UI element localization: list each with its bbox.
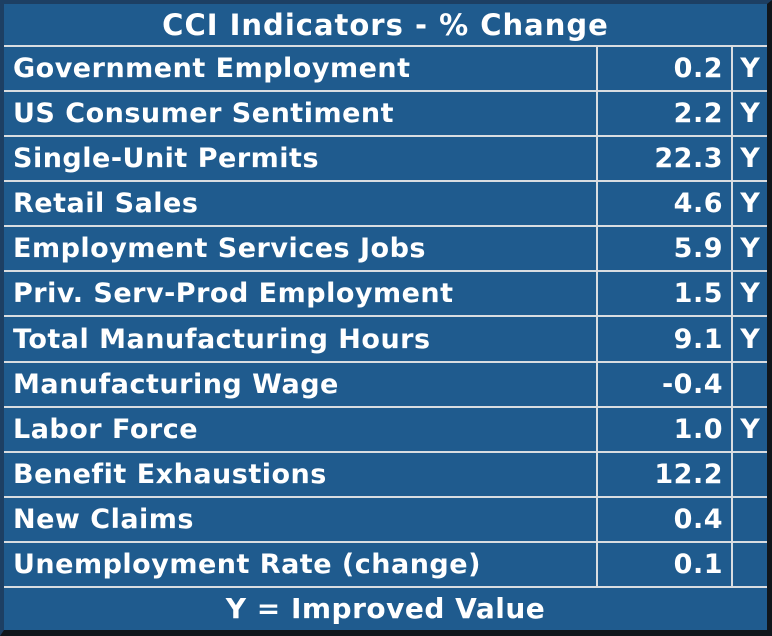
improved-flag <box>731 362 767 406</box>
indicator-value: 1.0 <box>596 407 731 451</box>
indicator-label: Labor Force <box>13 413 199 445</box>
table-row: Employment Services Jobs 5.9 Y <box>4 227 767 273</box>
table-row: Retail Sales 4.6 Y <box>4 182 767 228</box>
indicator-value: 4.6 <box>596 182 731 226</box>
improved-flag: Y <box>731 182 767 226</box>
table-row: Manufacturing Wage -0.4 <box>4 362 767 408</box>
table-row: Government Employment 0.2 Y <box>4 47 767 93</box>
table-row: Labor Force 1.0 Y <box>4 407 767 453</box>
improved-flag: Y <box>731 407 767 451</box>
indicator-label: Government Employment <box>13 53 411 85</box>
indicator-label: Unemployment Rate (change) <box>13 548 481 580</box>
improved-flag: Y <box>731 47 767 91</box>
table-row: New Claims 0.4 <box>4 497 767 543</box>
indicator-value: 0.2 <box>596 47 731 91</box>
improved-flag: Y <box>731 137 767 181</box>
indicator-label: Total Manufacturing Hours <box>13 323 431 355</box>
indicator-value: 9.1 <box>596 317 731 361</box>
indicator-label: Priv. Serv-Prod Employment <box>13 278 454 310</box>
improved-flag <box>731 452 767 496</box>
indicator-value: 5.9 <box>596 227 731 271</box>
indicator-value: 0.4 <box>596 497 731 541</box>
table-row: Single-Unit Permits 22.3 Y <box>4 137 767 183</box>
table-row: Unemployment Rate (change) 0.1 <box>4 542 767 588</box>
indicator-value: 0.1 <box>596 542 731 586</box>
indicator-label: Retail Sales <box>13 188 199 220</box>
indicator-label: Employment Services Jobs <box>13 233 426 265</box>
table-footnote: Y = Improved Value <box>225 592 546 626</box>
table-row: Total Manufacturing Hours 9.1 Y <box>4 317 767 363</box>
indicator-value: 12.2 <box>596 452 731 496</box>
indicator-label: Single-Unit Permits <box>13 143 320 175</box>
indicator-label: New Claims <box>13 503 195 535</box>
indicator-value: 1.5 <box>596 272 731 316</box>
indicator-value: 22.3 <box>596 137 731 181</box>
table-row: Benefit Exhaustions 12.2 <box>4 452 767 498</box>
improved-flag <box>731 542 767 586</box>
improved-flag: Y <box>731 317 767 361</box>
indicator-label: US Consumer Sentiment <box>13 98 395 130</box>
table-row: Priv. Serv-Prod Employment 1.5 Y <box>4 272 767 318</box>
indicator-label: Manufacturing Wage <box>13 368 339 400</box>
improved-flag <box>731 497 767 541</box>
improved-flag: Y <box>731 92 767 136</box>
table-row: US Consumer Sentiment 2.2 Y <box>4 92 767 138</box>
indicator-value: 2.2 <box>596 92 731 136</box>
indicator-label: Benefit Exhaustions <box>13 458 327 490</box>
table-title: CCI Indicators - % Change <box>4 4 767 47</box>
improved-flag: Y <box>731 227 767 271</box>
improved-flag: Y <box>731 272 767 316</box>
indicator-value: -0.4 <box>596 362 731 406</box>
